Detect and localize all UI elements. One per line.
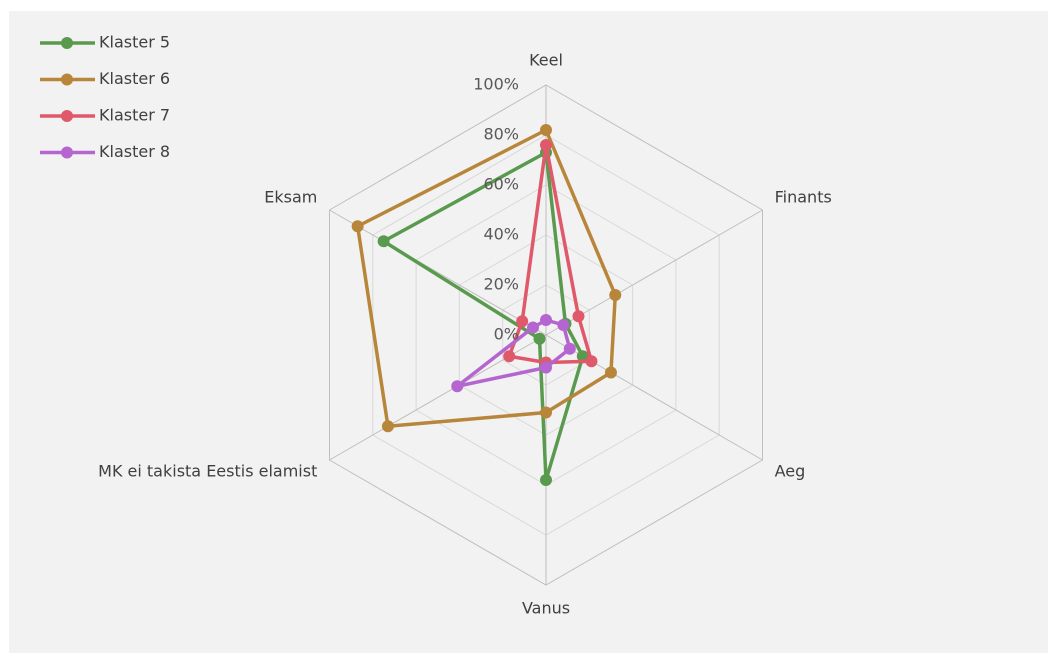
- category-label: Keel: [529, 51, 563, 70]
- r-tick-label: 100%: [473, 75, 519, 94]
- data-point: [609, 289, 622, 301]
- r-tick-label: 20%: [483, 275, 519, 294]
- legend-marker: [61, 146, 73, 159]
- legend-marker: [61, 110, 73, 122]
- data-point: [563, 342, 576, 355]
- axis-spoke: [329, 209, 547, 336]
- series-layer: [351, 124, 622, 486]
- category-label: MK ei takista Eestis elamist: [98, 462, 317, 481]
- data-point: [516, 315, 529, 328]
- legend-label: Klaster 6: [99, 69, 170, 88]
- data-point: [540, 124, 552, 136]
- legend-label: Klaster 5: [99, 33, 170, 52]
- label-layer: Keel Finants Aeg Vanus MK ei takista Eestis …: [40, 33, 832, 618]
- category-label: Vanus: [522, 599, 570, 618]
- r-tick-label: 0%: [494, 325, 519, 344]
- legend-marker: [61, 73, 73, 86]
- legend-marker: [61, 37, 73, 49]
- data-point: [351, 220, 364, 233]
- data-point: [585, 355, 598, 368]
- data-point: [557, 319, 570, 331]
- category-label: Finants: [775, 188, 832, 207]
- r-tick-label: 40%: [483, 225, 519, 244]
- data-point: [533, 332, 546, 345]
- data-point: [540, 474, 552, 486]
- category-label: Eksam: [264, 188, 317, 207]
- data-point: [604, 366, 617, 379]
- data-point: [503, 350, 516, 363]
- data-point: [540, 314, 552, 326]
- legend-label: Klaster 8: [99, 142, 170, 161]
- data-point: [572, 310, 585, 323]
- data-point: [540, 139, 552, 151]
- r-tick-label: 80%: [483, 125, 519, 144]
- data-point: [381, 420, 394, 433]
- data-point: [576, 350, 589, 363]
- category-label: Aeg: [775, 462, 806, 481]
- data-point: [540, 406, 552, 419]
- data-point: [527, 321, 540, 334]
- legend-label: Klaster 7: [99, 106, 170, 125]
- data-point: [377, 235, 390, 248]
- data-point: [451, 380, 464, 393]
- data-point: [540, 361, 552, 374]
- r-tick-label: 60%: [483, 175, 519, 194]
